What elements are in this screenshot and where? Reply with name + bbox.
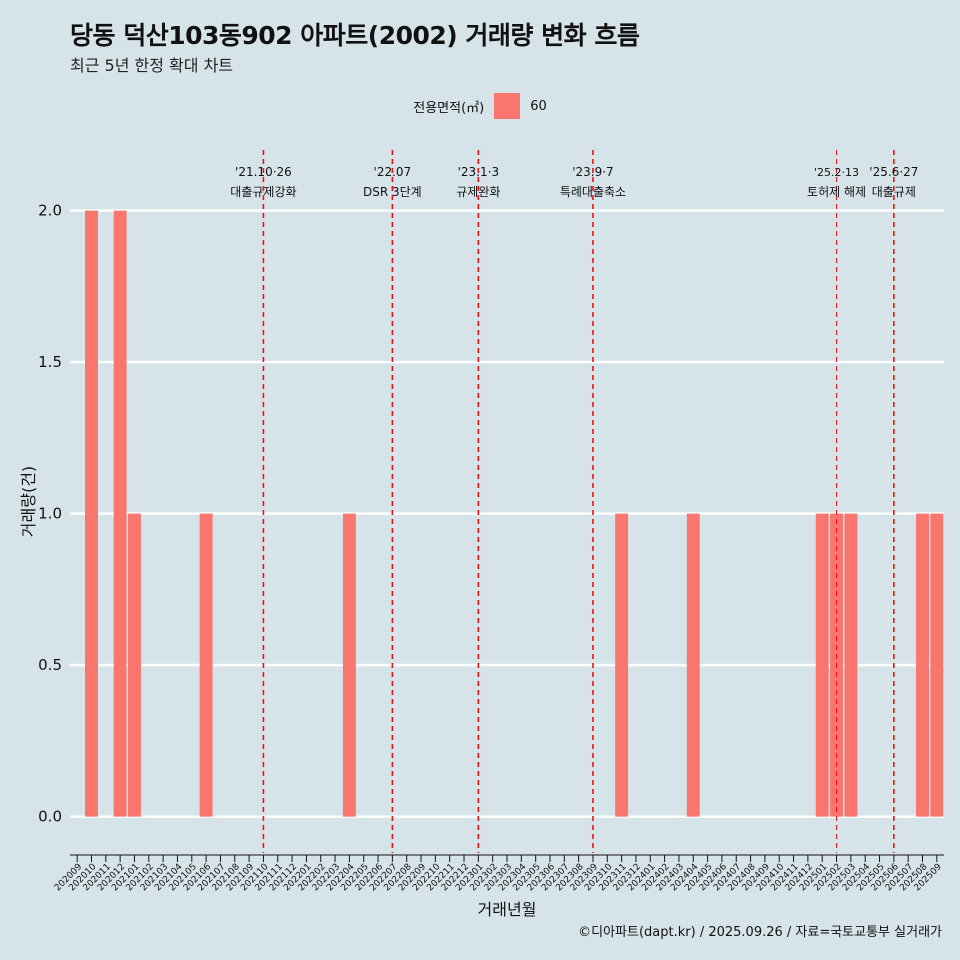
y-tick-label: 0.5: [38, 656, 62, 674]
bar: [113, 210, 127, 817]
legend-title: 전용면적(㎡): [413, 100, 485, 116]
event-date-label: '23.9·7: [572, 165, 613, 179]
event-name-label: DSR 3단계: [363, 185, 422, 199]
event-name-label: 규제완화: [456, 185, 500, 199]
event-name-label: 대출규제강화: [230, 185, 296, 199]
event-date-label: '25.6·27: [869, 165, 918, 179]
y-tick-label: 0.0: [38, 808, 62, 826]
legend-swatch: [494, 93, 521, 119]
legend: 전용면적(㎡) 60: [0, 93, 960, 119]
event-date-label: '25.2·13: [814, 166, 859, 179]
event-date-label: '21.10·26: [235, 165, 292, 179]
chart-title: 당동 덕산103동902 아파트(2002) 거래량 변화 흐름: [70, 21, 640, 50]
bar: [844, 513, 858, 817]
chart-subtitle: 최근 5년 한정 확대 차트: [70, 56, 234, 75]
bar: [686, 513, 700, 817]
bar: [199, 513, 213, 817]
bar: [916, 513, 929, 817]
event-name-label: 특례대출축소: [560, 185, 626, 199]
bar: [615, 513, 629, 817]
y-tick-label: 1.5: [38, 353, 62, 371]
y-axis-title: 거래량(건): [19, 466, 38, 537]
bar: [85, 210, 98, 817]
event-name-label: 토허제 해제: [807, 185, 866, 199]
bar: [128, 513, 141, 817]
y-tick-label: 1.0: [38, 505, 62, 523]
source-caption: ©디아파트(dapt.kr) / 2025.09.26 / 자료=국토교통부 실…: [578, 925, 942, 940]
x-axis-title: 거래년월: [478, 900, 537, 919]
bar: [342, 513, 356, 817]
event-date-label: '22.07: [374, 165, 412, 179]
bar: [815, 513, 829, 817]
event-date-label: '23.1·3: [458, 165, 499, 179]
y-tick-label: 2.0: [38, 202, 62, 220]
legend-item-label: 60: [530, 98, 547, 114]
bar: [930, 513, 944, 817]
event-name-label: 대출규제: [872, 185, 916, 199]
